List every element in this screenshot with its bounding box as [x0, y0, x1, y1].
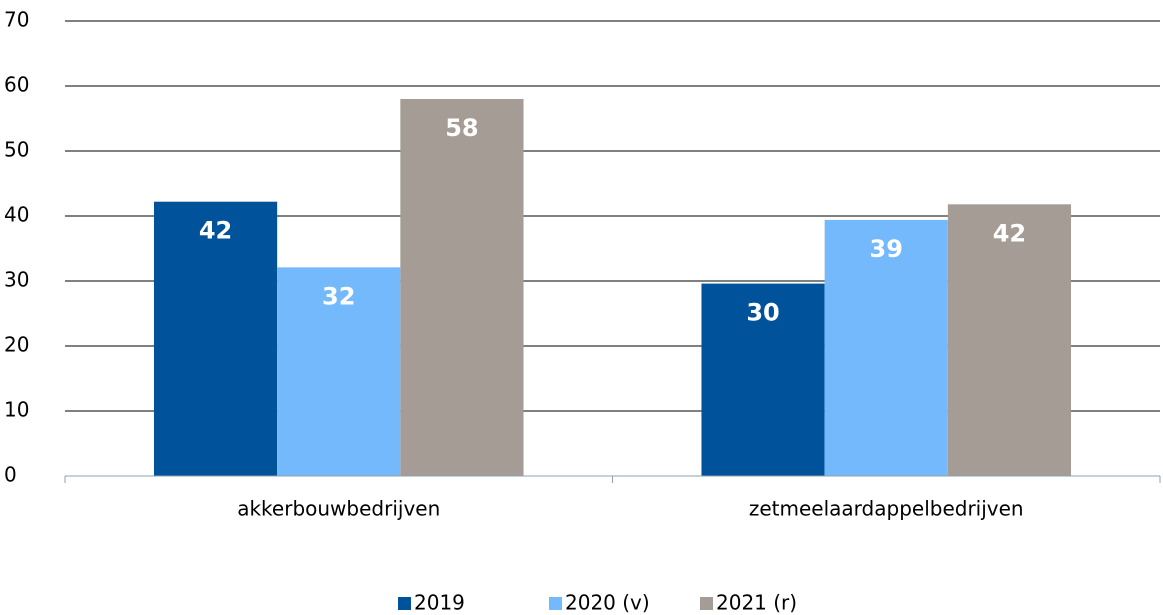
legend-swatch — [700, 597, 713, 610]
y-tick-label: 20 — [4, 333, 29, 357]
y-tick-label: 40 — [4, 203, 29, 227]
data-label: 32 — [322, 282, 355, 310]
bar — [824, 219, 948, 476]
data-label: 30 — [746, 299, 779, 327]
y-tick-label: 0 — [4, 463, 17, 487]
bar — [400, 99, 524, 476]
bar — [701, 283, 825, 476]
y-tick-label: 30 — [4, 268, 29, 292]
bar — [277, 267, 401, 476]
y-tick-label: 50 — [4, 138, 29, 162]
x-tick-label: zetmeelaardappelbedrijven — [749, 497, 1024, 521]
data-label: 42 — [993, 219, 1026, 247]
legend-label: 2020 (v) — [565, 591, 650, 615]
bar — [947, 204, 1072, 477]
x-tick-label: akkerbouwbedrijven — [237, 497, 440, 521]
legend-swatch — [549, 597, 562, 610]
data-label: 39 — [870, 235, 903, 263]
y-tick-label: 10 — [4, 398, 29, 422]
y-tick-label: 70 — [4, 8, 29, 32]
bar — [153, 201, 278, 476]
legend-label: 2021 (r) — [716, 591, 797, 615]
legend-label: 2019 — [414, 591, 465, 615]
legend-swatch — [398, 597, 411, 610]
data-label: 58 — [445, 114, 478, 142]
y-tick-label: 60 — [4, 73, 29, 97]
data-label: 42 — [199, 217, 232, 245]
